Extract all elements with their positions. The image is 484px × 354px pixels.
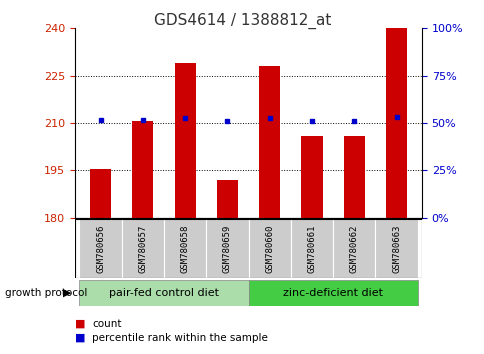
Bar bbox=[90, 169, 111, 218]
Text: GSM780661: GSM780661 bbox=[307, 224, 316, 273]
Text: percentile rank within the sample: percentile rank within the sample bbox=[92, 333, 268, 343]
Bar bbox=[79, 280, 248, 306]
Text: ■: ■ bbox=[75, 319, 86, 329]
Text: GSM780660: GSM780660 bbox=[265, 224, 273, 273]
Text: GSM780657: GSM780657 bbox=[138, 224, 147, 273]
Text: GSM780663: GSM780663 bbox=[391, 224, 400, 273]
Bar bbox=[164, 219, 206, 278]
Bar bbox=[343, 136, 364, 218]
Text: GSM780658: GSM780658 bbox=[180, 224, 189, 273]
Text: GSM780656: GSM780656 bbox=[96, 224, 105, 273]
Bar bbox=[301, 136, 322, 218]
Text: GSM780659: GSM780659 bbox=[223, 224, 231, 273]
Text: growth protocol: growth protocol bbox=[5, 288, 87, 298]
Bar bbox=[333, 219, 375, 278]
Bar bbox=[248, 219, 290, 278]
Bar bbox=[258, 66, 280, 218]
Text: GDS4614 / 1388812_at: GDS4614 / 1388812_at bbox=[153, 12, 331, 29]
Text: GSM780662: GSM780662 bbox=[349, 224, 358, 273]
Bar bbox=[216, 180, 238, 218]
Text: ■: ■ bbox=[75, 333, 86, 343]
Bar bbox=[290, 219, 333, 278]
Text: count: count bbox=[92, 319, 121, 329]
Text: zinc-deficient diet: zinc-deficient diet bbox=[283, 288, 382, 298]
Bar bbox=[248, 280, 417, 306]
Bar bbox=[385, 28, 406, 218]
Bar bbox=[121, 219, 164, 278]
Bar bbox=[79, 219, 121, 278]
Text: ▶: ▶ bbox=[62, 288, 71, 298]
Bar bbox=[206, 219, 248, 278]
Bar bbox=[375, 219, 417, 278]
Bar bbox=[174, 63, 196, 218]
Bar bbox=[132, 121, 153, 218]
Text: pair-fed control diet: pair-fed control diet bbox=[109, 288, 219, 298]
